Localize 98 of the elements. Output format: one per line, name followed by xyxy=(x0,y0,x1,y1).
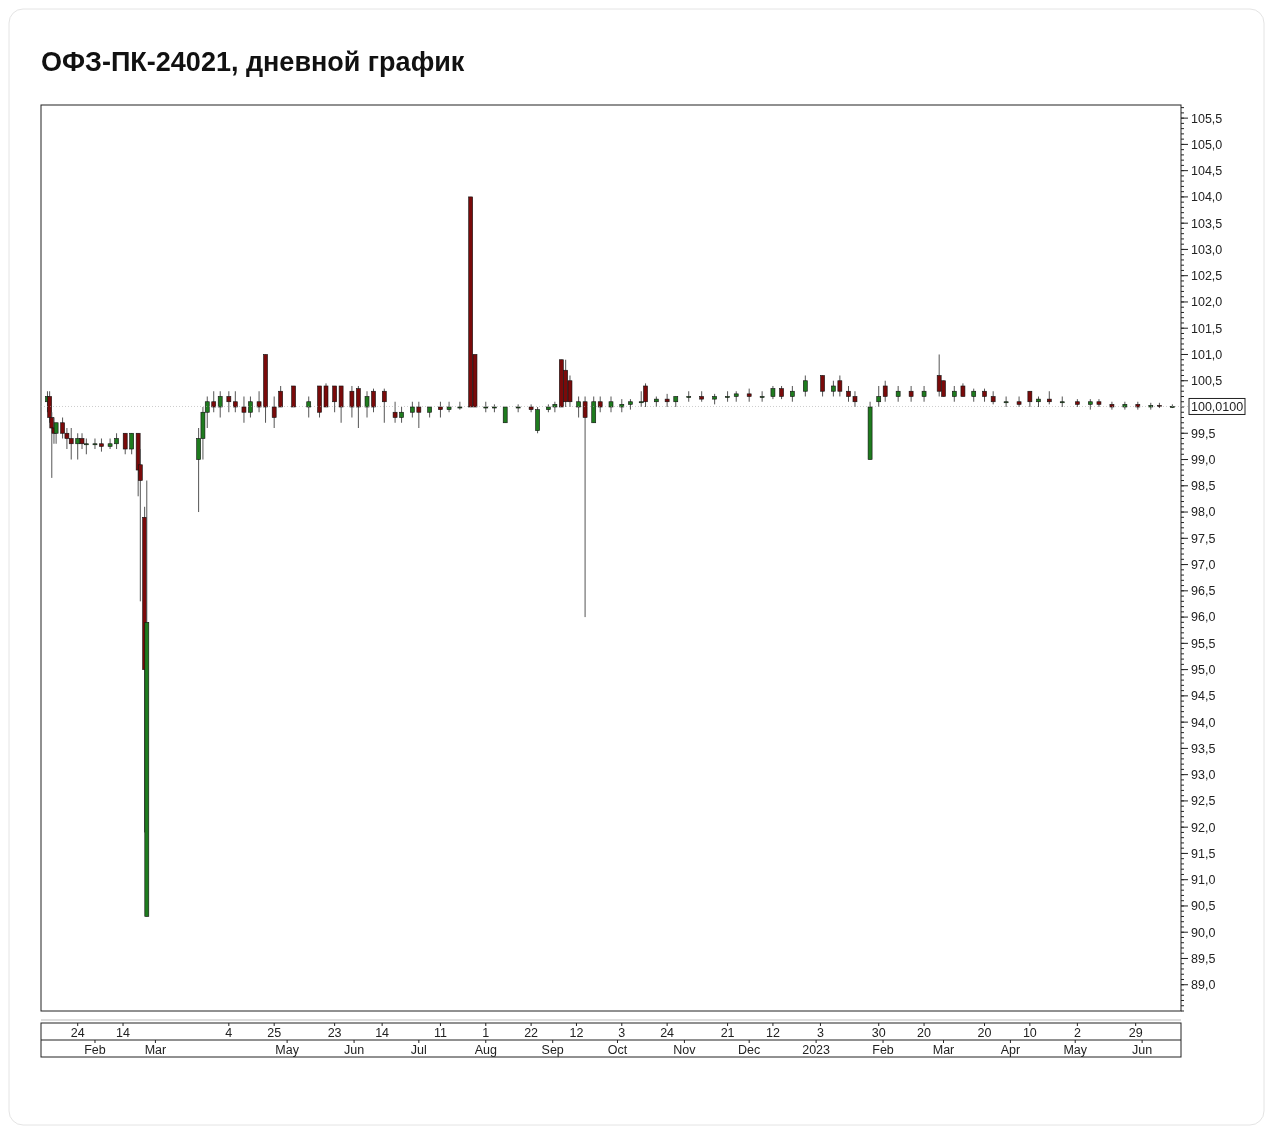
y-tick-label: 92,0 xyxy=(1191,820,1216,835)
x2-tick-label: 2023 xyxy=(802,1043,831,1057)
candlestick xyxy=(1016,396,1022,408)
y-tick-label: 94,5 xyxy=(1191,689,1216,704)
y-tick-label: 105,0 xyxy=(1191,137,1223,152)
x2-tick-label: Jun xyxy=(343,1043,365,1057)
x-tick-label: 14 xyxy=(116,1026,131,1040)
y-tick-label: 105,5 xyxy=(1191,111,1223,126)
y-tick-label: 90,0 xyxy=(1191,925,1216,940)
y-tick-label: 97,5 xyxy=(1191,531,1216,546)
x2-tick-label: May xyxy=(1063,1043,1088,1057)
x2-tick-label: Jun xyxy=(1132,1043,1153,1057)
x-tick-label: 30 xyxy=(871,1026,886,1040)
y-tick-label: 89,0 xyxy=(1191,978,1216,993)
x-tick-label: 12 xyxy=(765,1026,780,1040)
y-tick-label: 94,0 xyxy=(1191,715,1216,730)
x-tick-label: 23 xyxy=(327,1026,342,1040)
y-tick-label: 89,5 xyxy=(1191,951,1216,966)
y-tick-label: 96,0 xyxy=(1191,610,1216,625)
x2-tick-label: Feb xyxy=(84,1043,106,1057)
candlestick xyxy=(921,385,927,403)
y-tick-label: 92,5 xyxy=(1191,794,1216,809)
candlestick xyxy=(908,385,914,403)
x2-tick-label: Mar xyxy=(932,1043,955,1057)
x-tick-label: 12 xyxy=(569,1026,584,1040)
y-tick-label: 102,5 xyxy=(1191,269,1223,284)
y-tick-label: 96,5 xyxy=(1191,584,1216,599)
y-tick-label: 99,0 xyxy=(1191,452,1216,467)
candlestick xyxy=(664,393,670,408)
y-tick-label: 104,0 xyxy=(1191,190,1223,205)
y-tick-label: 90,5 xyxy=(1191,899,1216,914)
candlestick xyxy=(233,390,238,413)
chart-title: ОФЗ-ПК-24021, дневной график xyxy=(41,47,465,77)
candlestick xyxy=(1003,396,1009,408)
x-tick-label: 24 xyxy=(70,1026,85,1040)
y-tick-label: 98,5 xyxy=(1191,479,1216,494)
x-tick-label: 11 xyxy=(433,1026,447,1040)
candlestick xyxy=(1122,401,1128,411)
x2-tick-label: May xyxy=(275,1043,300,1057)
x2-tick-label: Jul xyxy=(410,1043,427,1057)
x2-tick-label: Apr xyxy=(1000,1043,1021,1057)
candlestick xyxy=(820,374,825,397)
candlestick xyxy=(306,396,312,418)
y-tick-label: 93,5 xyxy=(1191,741,1216,756)
candlestick xyxy=(608,396,614,413)
x-tick-label: 20 xyxy=(977,1026,992,1040)
x-tick-label: 3 xyxy=(816,1026,824,1040)
x2-tick-label: Mar xyxy=(144,1043,167,1057)
y-tick-label: 91,5 xyxy=(1191,846,1216,861)
y-tick-label: 95,5 xyxy=(1191,636,1216,651)
x-tick-label: 29 xyxy=(1128,1026,1143,1040)
x-tick-label: 21 xyxy=(720,1026,735,1040)
x-tick-label: 3 xyxy=(618,1026,626,1040)
x-tick-label: 4 xyxy=(225,1026,233,1040)
candlestick xyxy=(882,380,888,403)
candlestick xyxy=(591,396,597,424)
y-tick-label: 91,0 xyxy=(1191,873,1216,888)
candlestick xyxy=(217,390,223,418)
y-tick-label: 101,5 xyxy=(1191,321,1223,336)
candlestick xyxy=(457,401,463,411)
y-tick-label: 98,0 xyxy=(1191,505,1216,520)
x2-tick-label: Oct xyxy=(607,1043,628,1057)
candlestick xyxy=(803,374,808,397)
y-tick-label: 100,5 xyxy=(1191,374,1223,389)
candlestick xyxy=(1109,401,1115,411)
y-tick-label: 97,0 xyxy=(1191,557,1216,572)
x-tick-label: 10 xyxy=(1022,1026,1037,1040)
candlestick xyxy=(759,390,765,403)
y-tick-label: 95,0 xyxy=(1191,662,1216,677)
y-tick-label: 93,0 xyxy=(1191,768,1216,783)
x2-tick-label: Feb xyxy=(872,1043,894,1057)
candlestick xyxy=(79,432,85,450)
x2-tick-label: Dec xyxy=(738,1043,761,1057)
candlestick xyxy=(567,374,573,408)
x2-tick-label: Sep xyxy=(541,1043,564,1057)
candlestick xyxy=(446,401,452,413)
x2-tick-label: Nov xyxy=(673,1043,697,1057)
y-tick-label: 99,5 xyxy=(1191,426,1216,441)
x2-tick-label: Aug xyxy=(474,1043,497,1057)
x-tick-label: 1 xyxy=(482,1026,490,1040)
candlestick xyxy=(382,388,387,424)
y-tick-label: 101,0 xyxy=(1191,347,1223,362)
x-tick-label: 22 xyxy=(524,1026,539,1040)
x-tick-label: 24 xyxy=(660,1026,675,1040)
ref-line-label: 100,0100 xyxy=(1191,399,1244,414)
candlestick xyxy=(876,385,882,408)
candlestick xyxy=(226,390,232,413)
candlestick xyxy=(291,385,296,408)
y-tick-label: 102,0 xyxy=(1191,295,1223,310)
y-tick-label: 103,5 xyxy=(1191,216,1223,231)
candlestick xyxy=(1096,398,1102,408)
x-tick-label: 25 xyxy=(267,1026,282,1040)
y-tick-label: 104,5 xyxy=(1191,164,1223,179)
x-tick-label: 2 xyxy=(1073,1026,1081,1040)
x-tick-label: 14 xyxy=(375,1026,390,1040)
x-tick-label: 20 xyxy=(917,1026,932,1040)
candlestick xyxy=(643,382,648,408)
y-tick-label: 103,0 xyxy=(1191,242,1223,257)
